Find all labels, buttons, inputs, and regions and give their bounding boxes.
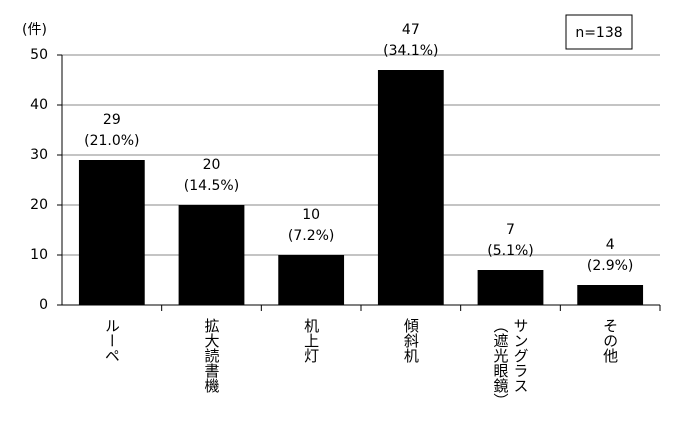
x-tick-label: ルーペ	[102, 318, 121, 363]
percentage-label: (5.1%)	[487, 243, 534, 259]
x-tick-label: その他	[601, 318, 620, 363]
annotation-box	[565, 14, 633, 50]
y-tick-label: 20	[30, 197, 48, 213]
x-tick-label: 机上灯	[302, 318, 321, 363]
percentage-label: (21.0%)	[84, 133, 139, 149]
value-label: 4	[606, 237, 615, 253]
y-tick-label: 0	[39, 297, 48, 313]
bar	[178, 205, 245, 305]
value-label: 47	[402, 22, 420, 38]
y-tick-label: 40	[30, 97, 48, 113]
annotation: n=138	[575, 25, 622, 41]
bar	[377, 70, 444, 305]
value-label: 7	[506, 222, 515, 238]
bar	[278, 255, 345, 305]
x-tick-label: サングラス （遮光眼鏡）	[491, 318, 530, 408]
percentage-label: (7.2%)	[288, 228, 335, 244]
bar	[577, 285, 644, 305]
x-tick-label: 傾斜机	[401, 318, 420, 363]
percentage-label: (14.5%)	[184, 178, 239, 194]
percentage-label: (34.1%)	[383, 43, 438, 59]
percentage-label: (2.9%)	[587, 258, 634, 274]
x-tick-label: 拡大読書機	[202, 318, 221, 393]
value-label: 20	[203, 157, 221, 173]
bar	[78, 160, 145, 305]
y-tick-label: 10	[30, 247, 48, 263]
y-tick-label: 30	[30, 147, 48, 163]
y-tick-label: 50	[30, 47, 48, 63]
value-label: 29	[103, 112, 121, 128]
value-label: 10	[302, 207, 320, 223]
y-axis-label: (件)	[22, 22, 47, 38]
bar	[477, 270, 544, 305]
